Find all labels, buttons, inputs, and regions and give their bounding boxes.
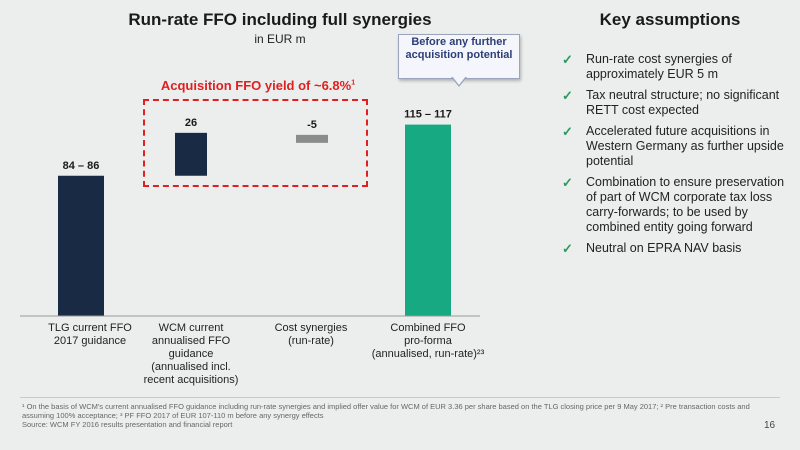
- check-icon: ✓: [562, 124, 573, 139]
- assumption-item: ✓ Combination to ensure preservation of p…: [562, 175, 785, 234]
- bar-value-label: 84 – 86: [63, 160, 100, 172]
- check-icon: ✓: [562, 175, 573, 190]
- callout-box: Before any further acquisition potential: [398, 34, 520, 79]
- chart-title: Run-rate FFO including full synergies: [128, 10, 432, 29]
- callout-tail-fill: [452, 76, 466, 85]
- x-label-combined: Combined FFO pro-forma (annualised, run-ra…: [363, 322, 493, 361]
- check-icon: ✓: [562, 241, 573, 256]
- x-label-wcm: WCM current annualised FFO guidance (annual…: [126, 322, 256, 387]
- x-label-tlg: TLG current FFO 2017 guidance: [25, 322, 155, 348]
- bar-0: [58, 175, 104, 316]
- check-icon: ✓: [562, 52, 573, 67]
- assumption-item: ✓ Accelerated future acquisitions in West…: [562, 124, 784, 168]
- x-label-line: guidance: [168, 348, 214, 360]
- chart-subtitle: in EUR m: [254, 32, 306, 46]
- x-label-synergies: Cost synergies (run-rate): [246, 322, 376, 348]
- bar-3: [405, 124, 451, 316]
- acquisition-yield-label: Acquisition FFO yield of ~6.8%1: [160, 78, 356, 93]
- assumption-item: ✓ Neutral on EPRA NAV basis: [562, 241, 742, 256]
- footer-divider: [20, 397, 780, 398]
- x-label-line: TLG current FFO: [48, 322, 132, 334]
- x-label-line: Combined FFO: [390, 322, 466, 334]
- footnote-source: Source: WCM FY 2016 results presentation…: [22, 420, 233, 429]
- key-assumptions-list: ✓ Run-rate cost synergies of approximatel…: [562, 52, 794, 262]
- x-label-line: recent acquisitions): [143, 374, 239, 386]
- x-label-line: (annualised, run-rate)²³: [371, 348, 485, 360]
- acquisition-dashed-box: [143, 99, 368, 187]
- x-label-line: Cost synergies: [274, 322, 348, 334]
- x-label-line: annualised FFO: [151, 335, 231, 347]
- bar-1: [175, 132, 207, 176]
- page-number: 16: [764, 420, 776, 431]
- x-label-line: (annualised incl.: [151, 361, 231, 373]
- footnote: ¹ On the basis of WCM's current annualis…: [22, 402, 762, 429]
- bar-2: [296, 134, 328, 143]
- x-label-line: (run-rate): [288, 335, 334, 347]
- waterfall-chart: 84 – 86 26 -5 115 – 117: [20, 109, 480, 317]
- assumption-item: ✓ Tax neutral structure; no significant R…: [562, 88, 780, 117]
- assumption-item: ✓ Run-rate cost synergies of approximatel…: [562, 52, 732, 81]
- x-label-line: pro-forma: [404, 335, 452, 347]
- key-assumptions-title: Key assumptions: [599, 10, 741, 29]
- bar-value-label: -5: [307, 119, 317, 131]
- check-icon: ✓: [562, 88, 573, 103]
- x-label-line: 2017 guidance: [53, 335, 127, 347]
- bar-value-label: 26: [185, 117, 197, 129]
- bar-value-label: 115 – 117: [404, 109, 452, 121]
- footnote-line: ¹ On the basis of WCM's current annualis…: [22, 402, 750, 420]
- x-label-line: WCM current: [158, 322, 224, 334]
